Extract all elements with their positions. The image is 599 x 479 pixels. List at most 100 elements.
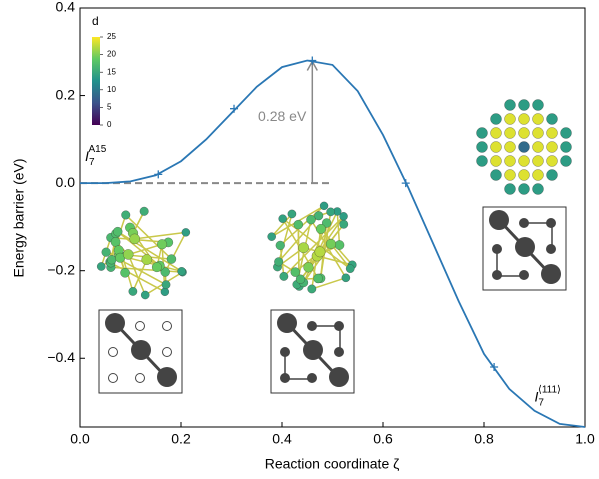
atom (307, 284, 317, 294)
atom (290, 267, 301, 277)
state-label: I7 ⟨111⟩ (535, 384, 562, 408)
atom (315, 223, 326, 234)
y-axis-label: Energy barrier (eV) (11, 158, 27, 277)
atom (314, 246, 326, 258)
atom (518, 183, 530, 195)
atom (504, 113, 516, 125)
colorbar-tick-label: 15 (107, 67, 116, 76)
small-atom (280, 347, 290, 357)
small-atom (492, 270, 502, 280)
atom (504, 127, 516, 139)
atom (129, 233, 140, 245)
big-atom (329, 367, 349, 387)
big-atom (541, 264, 561, 284)
atom (518, 113, 530, 125)
colorbar-tick-label: 20 (107, 50, 116, 59)
atom (476, 155, 488, 167)
atom (504, 155, 516, 167)
big-atom (489, 210, 509, 230)
atom (546, 155, 558, 167)
plot-frame (79, 7, 586, 428)
bond (132, 259, 148, 292)
atom (313, 273, 323, 284)
atom (518, 99, 530, 111)
atom (532, 141, 544, 153)
atom (560, 141, 572, 153)
bond (110, 262, 166, 293)
state-label: I7 A15 (85, 144, 107, 168)
atom (151, 262, 162, 273)
atom (560, 127, 572, 139)
atom (339, 212, 348, 221)
atom (96, 262, 106, 271)
atom (532, 155, 544, 167)
atom (139, 206, 149, 216)
colorbar-tick-label: 5 (107, 103, 112, 112)
atom (504, 99, 516, 111)
small-atom (334, 321, 344, 331)
bond (283, 215, 345, 277)
bond (134, 231, 186, 240)
atom (298, 242, 309, 254)
atom (546, 169, 558, 181)
atom (303, 262, 314, 273)
label-part: ⟨111⟩ (538, 384, 561, 395)
atom (504, 169, 516, 181)
atom (504, 141, 516, 153)
bond (127, 254, 146, 296)
big-atom (105, 313, 125, 333)
atom (490, 169, 502, 181)
y-tick-label: 0.2 (56, 86, 76, 102)
small-atom (108, 373, 118, 383)
line (80, 59, 586, 428)
small-atom (108, 347, 118, 357)
atom (518, 169, 530, 181)
atom (518, 155, 530, 167)
small-atom (546, 244, 556, 254)
small-atom (546, 218, 556, 228)
atom (532, 127, 544, 139)
bond (271, 213, 293, 238)
marker (401, 179, 410, 188)
small-atom (162, 321, 172, 331)
atom (546, 141, 558, 153)
marker (230, 104, 239, 113)
small-atom (307, 373, 317, 383)
small-atom (280, 373, 290, 383)
atom (278, 214, 287, 223)
atom (321, 218, 332, 228)
x-tick-label: 0.4 (272, 431, 292, 447)
bond (282, 218, 351, 270)
atom (339, 219, 349, 229)
atom (546, 113, 558, 125)
y-tick-label: 0.0 (56, 174, 76, 190)
atom (476, 141, 488, 153)
label-part: A15 (89, 144, 107, 155)
x-tick-label: 0.8 (474, 431, 494, 447)
bond (110, 266, 183, 273)
atom (532, 113, 544, 125)
x-tick-label: 0.6 (373, 431, 393, 447)
atom (267, 232, 276, 241)
marker (154, 170, 163, 179)
bond (336, 211, 341, 246)
atom (160, 267, 170, 277)
atom (274, 257, 284, 267)
label-part: 7 (89, 157, 95, 168)
atom (101, 247, 111, 257)
barrier-label: 0.28 eV (258, 108, 307, 124)
atom (123, 249, 134, 260)
atom (546, 127, 558, 139)
atom (110, 237, 121, 247)
bond (164, 232, 187, 273)
atom (140, 290, 150, 300)
atom (532, 169, 544, 181)
atom (532, 183, 544, 195)
atom (275, 240, 285, 250)
small-atom (519, 218, 529, 228)
big-atom (157, 367, 177, 387)
small-atom (334, 347, 344, 357)
atom (341, 273, 351, 283)
atom (121, 210, 131, 220)
atom (279, 272, 289, 281)
